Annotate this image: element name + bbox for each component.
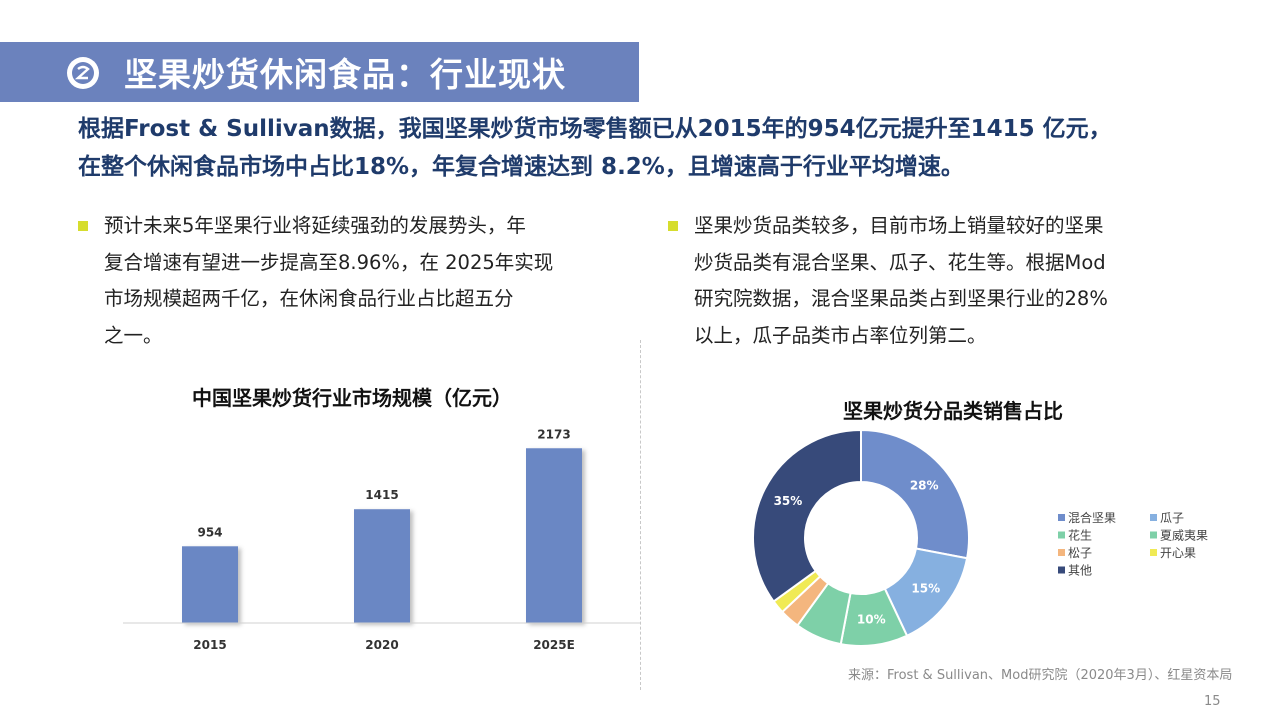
slice-value-label: 15% (911, 581, 940, 595)
bar-value-label: 954 (197, 525, 222, 539)
bar-chart: 954 2015 1415 2020 2173 2025E (123, 427, 640, 652)
lead-paragraph: 根据Frost & Sullivan数据，我国坚果炒货市场零售额已从2015年的… (78, 110, 1258, 186)
x-tick-label: 2020 (365, 638, 398, 652)
lead-line-2: 在整个休闲食品市场中占比18%，年复合增速达到 8.2%，且增速高于行业平均增速… (78, 154, 964, 180)
legend-swatch (1058, 566, 1065, 574)
bullet-left-line: 预计未来5年坚果行业将延续强劲的发展势头，年 (104, 214, 526, 237)
legend-label: 夏威夷果 (1160, 528, 1208, 543)
bullet-right-line: 研究院数据，混合坚果品类占到坚果行业的28% (694, 287, 1108, 310)
bullet-right: 坚果炒货品类较多，目前市场上销量较好的坚果 炒货品类有混合坚果、瓜子、花生等。根… (668, 208, 1108, 354)
legend-swatch (1150, 514, 1157, 521)
legend-swatch (1058, 549, 1065, 556)
legend-swatch (1058, 514, 1065, 521)
legend-swatch (1058, 531, 1065, 539)
title-bar (0, 42, 639, 102)
bullet-right-line: 以上，瓜子品类市占率位列第二。 (694, 323, 987, 347)
bullet-left-line: 复合增速有望进一步提高至8.96%，在 2025年实现 (104, 250, 554, 274)
bullet-left-line: 之一。 (104, 323, 163, 347)
bar-chart-title: 中国坚果炒货行业市场规模（亿元） (192, 386, 512, 410)
bullet-right-line: 炒货品类有混合坚果、瓜子、花生等。根据Mod (694, 250, 1106, 274)
slice-其他 (752, 430, 862, 603)
page-title: 坚果炒货休闲食品：行业现状 (124, 55, 566, 94)
bullet-left-line: 市场规模超两千亿，在休闲食品行业占比超五分 (104, 287, 514, 310)
bullet-marker (78, 221, 88, 231)
legend-label: 瓜子 (1160, 511, 1184, 525)
source-note: 来源：Frost & Sullivan、Mod研究院（2020年3月）、红星资本… (848, 668, 1233, 683)
bar-value-label: 1415 (365, 488, 398, 502)
slice-value-label: 28% (910, 479, 939, 493)
legend-label: 其他 (1068, 564, 1092, 578)
bullet-marker (668, 221, 678, 231)
legend-swatch (1150, 549, 1157, 556)
bullet-left: 预计未来5年坚果行业将延续强劲的发展势头，年 复合增速有望进一步提高至8.96%… (78, 208, 553, 354)
slice-value-label: 35% (774, 494, 803, 508)
slice-value-label: 10% (857, 612, 886, 626)
x-tick-label: 2025E (533, 638, 575, 652)
bullet-right-line: 坚果炒货品类较多，目前市场上销量较好的坚果 (694, 214, 1104, 237)
donut-chart-title: 坚果炒货分品类销售占比 (843, 399, 1063, 423)
legend-label: 混合坚果 (1068, 510, 1116, 525)
legend-swatch (1150, 531, 1157, 539)
page-number: 15 (1204, 694, 1221, 709)
legend-label: 开心果 (1160, 546, 1196, 560)
bar-2020 (354, 509, 410, 623)
legend-label: 松子 (1068, 546, 1092, 560)
legend-label: 花生 (1068, 528, 1092, 543)
bar-2025E (526, 448, 582, 623)
bar-value-label: 2173 (537, 427, 570, 441)
section-icon (67, 57, 99, 89)
slice-混合坚果 (860, 430, 970, 560)
column-divider (640, 340, 641, 690)
x-tick-label: 2015 (193, 638, 226, 652)
bar-2015 (182, 546, 238, 623)
lead-line-1: 根据Frost & Sullivan数据，我国坚果炒货市场零售额已从2015年的… (78, 116, 1112, 142)
